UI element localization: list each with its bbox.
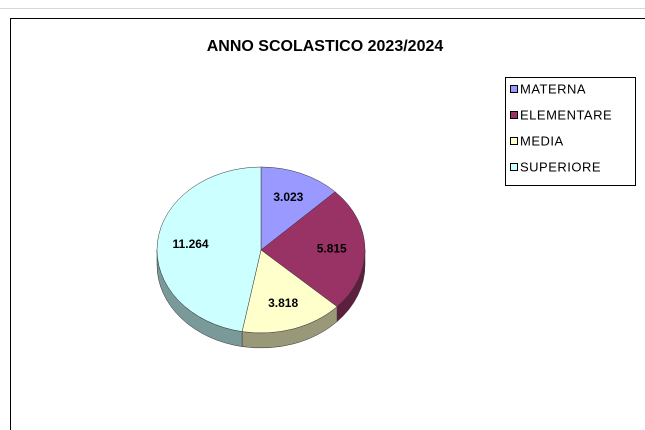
legend-label: MEDIA [520,133,564,148]
slice [260,191,366,307]
legend-swatch [510,85,518,93]
legend-swatch [510,137,518,145]
data-label: 5.815 [317,241,347,255]
slice [260,166,336,251]
legend-label: SUPERIORE [520,159,601,174]
legend-label: ELEMENTARE [520,107,612,122]
data-label: 11.264 [173,237,209,251]
slice [241,249,338,334]
chart-title: ANNO SCOLASTICO 2023/2024 [207,38,444,55]
legend [505,77,636,186]
slice [156,166,262,332]
data-label: 3.023 [273,190,303,204]
legend-swatch [510,163,518,171]
data-label: 3.818 [268,296,298,310]
legend-label: MATERNA [520,81,586,96]
legend-swatch [510,111,518,119]
